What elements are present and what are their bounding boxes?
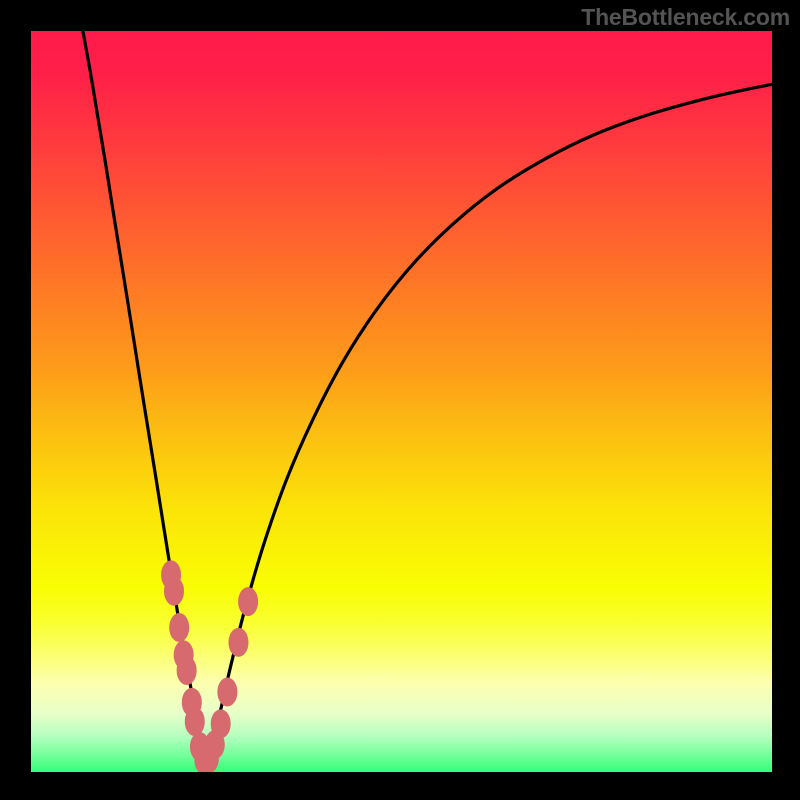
chart-plot-area [31, 31, 772, 772]
chart-frame-left [0, 0, 31, 800]
chart-frame-right [772, 0, 800, 800]
data-marker [170, 614, 189, 642]
chart-svg-layer [31, 31, 772, 772]
data-marker [229, 628, 248, 656]
data-marker [211, 710, 230, 738]
data-marker [165, 577, 184, 605]
data-marker [177, 656, 196, 684]
data-markers [162, 561, 258, 772]
data-marker [218, 678, 237, 706]
chart-frame-bottom [0, 772, 800, 800]
watermark-text: TheBottleneck.com [581, 4, 790, 31]
data-marker [239, 588, 258, 616]
data-marker [185, 708, 204, 736]
